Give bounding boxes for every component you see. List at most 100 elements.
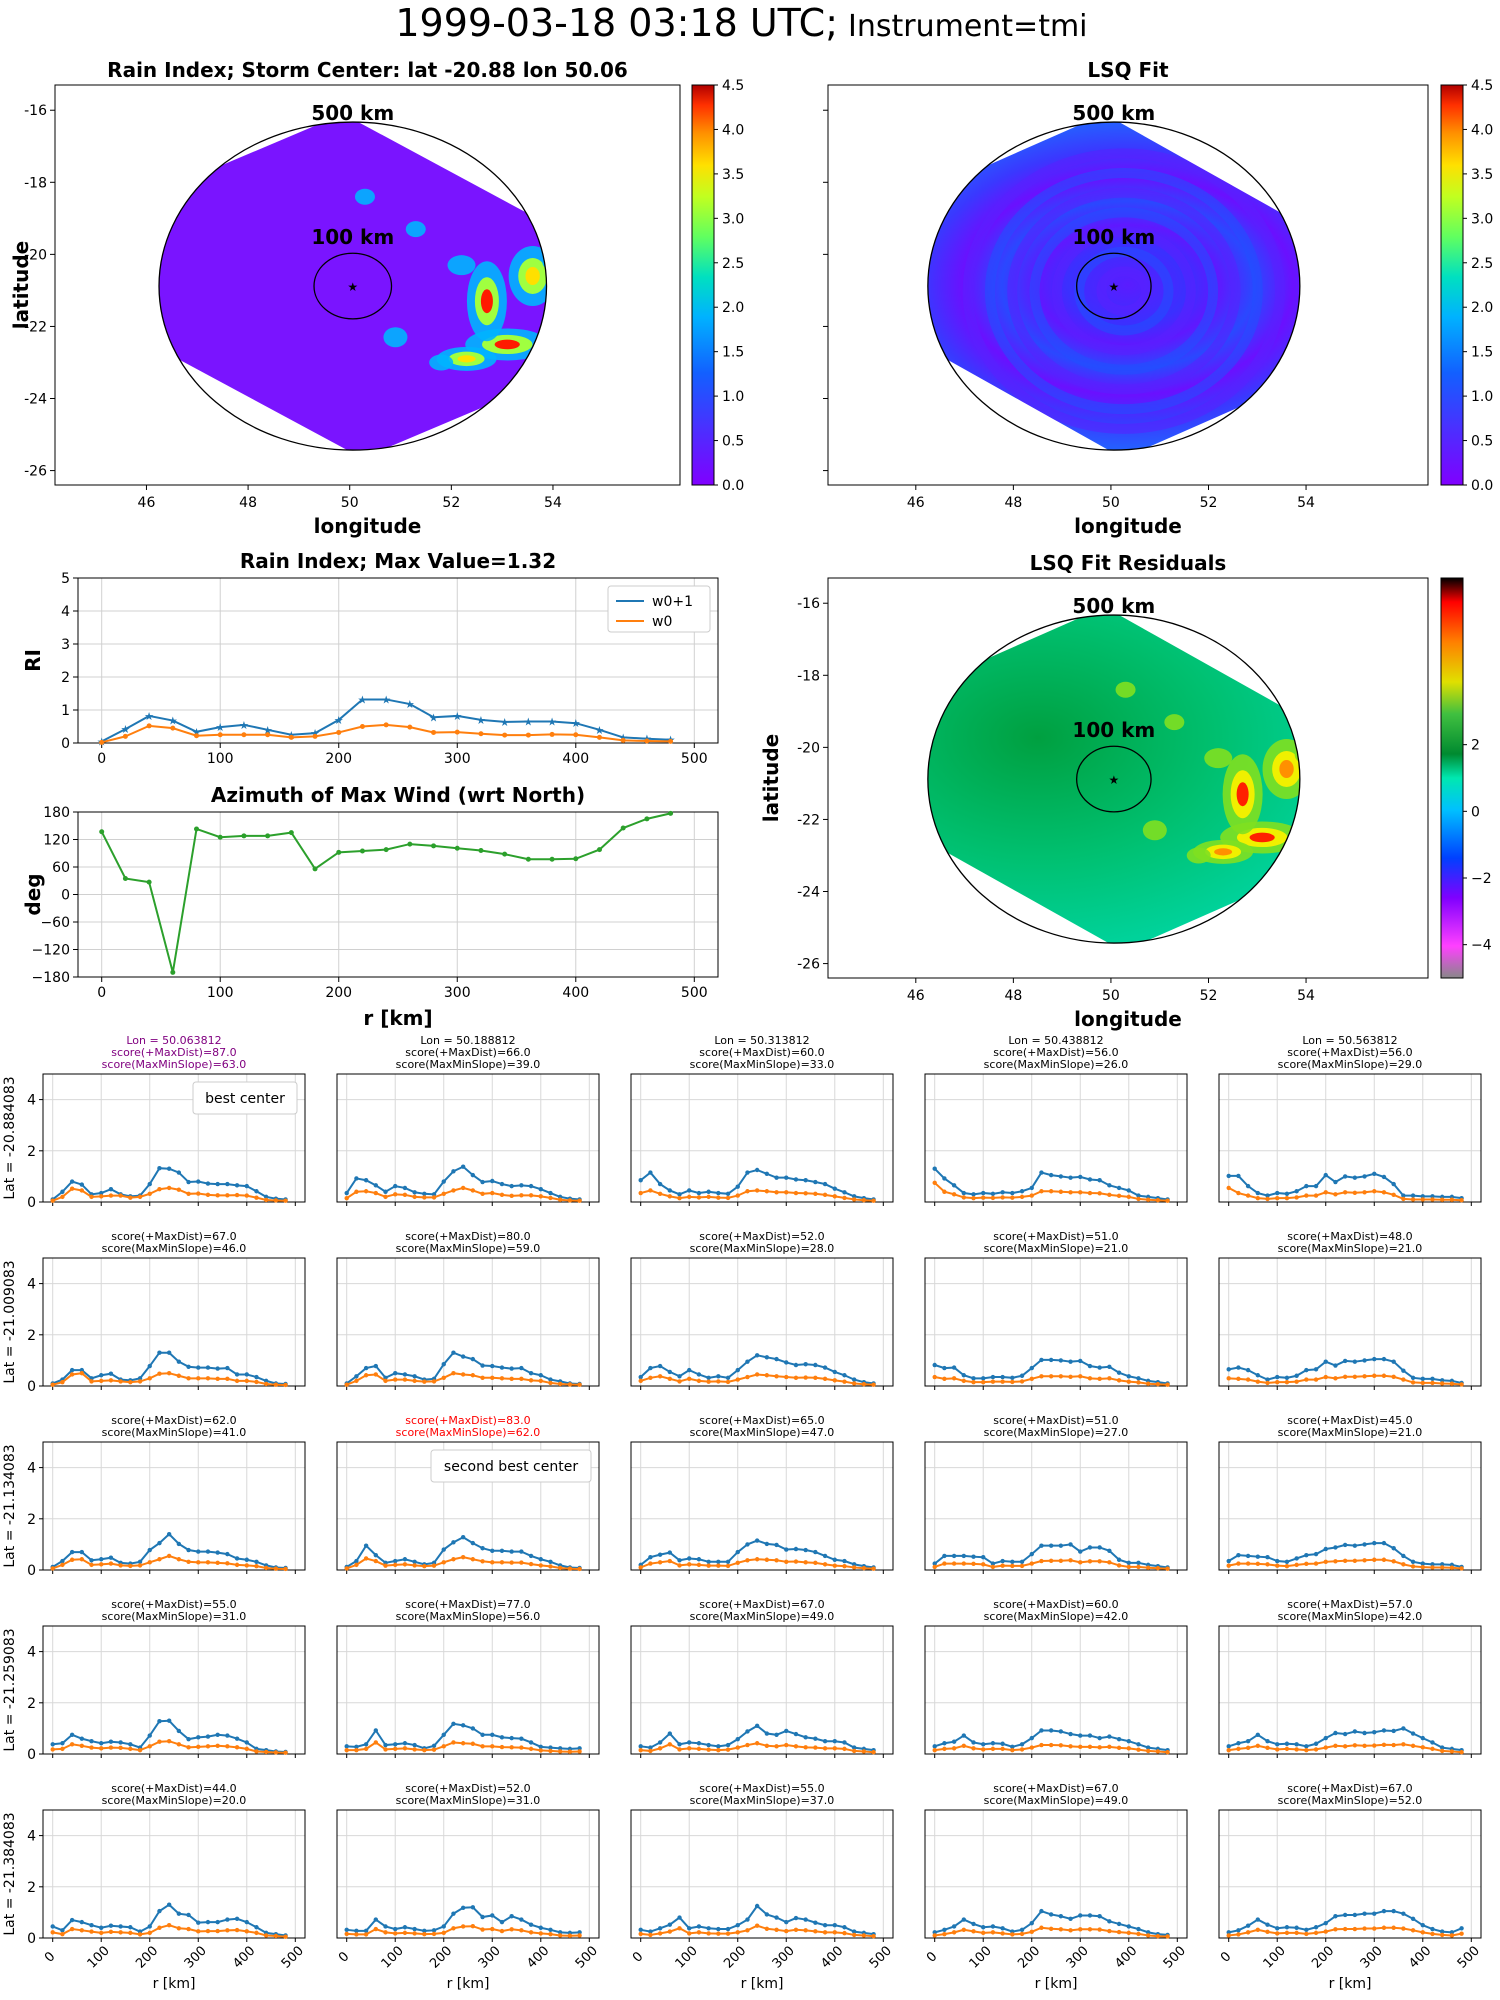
data-point	[519, 1549, 524, 1554]
data-point	[1165, 1566, 1170, 1571]
axes-frame	[336, 1073, 600, 1203]
data-point	[205, 1928, 211, 1934]
data-point	[764, 1912, 770, 1917]
data-point	[696, 1562, 702, 1568]
data-point	[764, 1373, 770, 1378]
data-point	[157, 1371, 162, 1376]
data-point	[725, 1559, 731, 1565]
data-point	[577, 1198, 582, 1203]
data-point	[412, 1563, 417, 1568]
data-point	[108, 1555, 114, 1560]
data-point	[460, 1741, 466, 1746]
data-point	[480, 1546, 485, 1551]
data-point	[1029, 1376, 1034, 1382]
data-point	[215, 1181, 220, 1187]
data-point	[1284, 1191, 1290, 1197]
data-point	[1275, 1190, 1280, 1196]
data-point	[1136, 1931, 1141, 1937]
data-point	[1333, 1192, 1338, 1197]
data-point	[861, 1566, 867, 1571]
x-tick-label: 48	[1004, 988, 1022, 1004]
data-point	[538, 1744, 543, 1750]
data-point	[1420, 1194, 1425, 1199]
data-point	[373, 1917, 379, 1922]
data-point	[1245, 1193, 1251, 1198]
y-tick-label: −180	[32, 970, 70, 986]
data-point	[596, 734, 602, 740]
legend-label: w0+1	[652, 594, 693, 610]
data-point	[981, 1562, 986, 1567]
data-point	[1313, 1183, 1319, 1189]
data-point	[1439, 1562, 1445, 1567]
y-tick-label: -22	[24, 319, 47, 335]
data-point	[961, 1378, 967, 1384]
data-point	[774, 1558, 779, 1563]
data-point	[971, 1379, 976, 1385]
axes-frame	[336, 1257, 600, 1387]
data-point	[50, 1566, 55, 1571]
score-maxdist: score(+MaxDist)=51.0	[993, 1230, 1118, 1243]
colorbar-tick-label: 3.0	[1471, 211, 1493, 227]
data-point	[490, 1913, 495, 1918]
score-maxminslope: score(MaxMinSlope)=41.0	[102, 1426, 247, 1439]
small-panel-r4-c3: 0 100 200 300 400 500score(+MaxDist)=67.0scor…	[924, 1782, 1189, 1992]
axes-frame	[924, 1073, 1188, 1203]
data-point	[99, 1930, 104, 1936]
data-point	[1097, 1735, 1102, 1741]
data-point	[549, 856, 555, 862]
data-point	[441, 1924, 446, 1929]
data-point	[312, 866, 318, 872]
data-point	[735, 1367, 740, 1373]
data-point	[499, 1560, 505, 1565]
data-point	[499, 1735, 505, 1740]
data-point	[1342, 1744, 1348, 1749]
suptitle-sub: Instrument=tmi	[848, 9, 1088, 44]
data-point	[1304, 1927, 1309, 1933]
data-point	[567, 1198, 573, 1203]
rain-blob-mid	[519, 406, 546, 419]
map-field	[159, 122, 547, 451]
data-point	[971, 1746, 976, 1751]
y-tick-label: 0	[27, 1379, 36, 1395]
data-point	[1126, 1374, 1131, 1379]
data-point	[1087, 1559, 1093, 1564]
data-point	[1010, 1932, 1015, 1937]
data-point	[1048, 1558, 1054, 1563]
data-point	[774, 1744, 779, 1749]
data-point	[1136, 1376, 1141, 1381]
data-point	[363, 1928, 369, 1934]
data-point	[383, 722, 389, 728]
data-point	[735, 1923, 740, 1928]
data-point	[1410, 1916, 1416, 1922]
y-tick-label: -18	[24, 175, 47, 191]
y-tick-label: 2	[27, 1512, 36, 1528]
data-point	[176, 1359, 182, 1364]
data-point	[1136, 1193, 1141, 1198]
data-point	[1439, 1748, 1445, 1754]
data-point	[1019, 1194, 1025, 1200]
x-tick-label: 400	[562, 985, 589, 1001]
data-point	[441, 1744, 446, 1749]
x-tick-label: 500	[681, 751, 708, 767]
data-point	[745, 1374, 750, 1380]
data-point	[990, 1564, 996, 1570]
data-point	[1165, 1382, 1170, 1387]
data-point	[215, 1193, 220, 1198]
data-point	[1313, 1367, 1319, 1372]
data-point	[667, 1194, 673, 1199]
data-point	[1048, 1926, 1054, 1931]
data-point	[754, 1923, 760, 1928]
data-point	[1410, 1731, 1416, 1736]
data-point	[402, 1930, 408, 1936]
x-tick-label: 46	[907, 988, 925, 1004]
data-point	[774, 1190, 779, 1195]
data-point	[1265, 1377, 1270, 1382]
data-point: ★	[500, 716, 510, 729]
data-point	[725, 1926, 731, 1932]
data-point	[519, 1736, 524, 1741]
y-tick-label: 3	[61, 637, 70, 653]
data-point	[942, 1376, 947, 1382]
data-point	[822, 1181, 828, 1187]
data-point	[1078, 1927, 1083, 1932]
data-point	[638, 1190, 643, 1196]
